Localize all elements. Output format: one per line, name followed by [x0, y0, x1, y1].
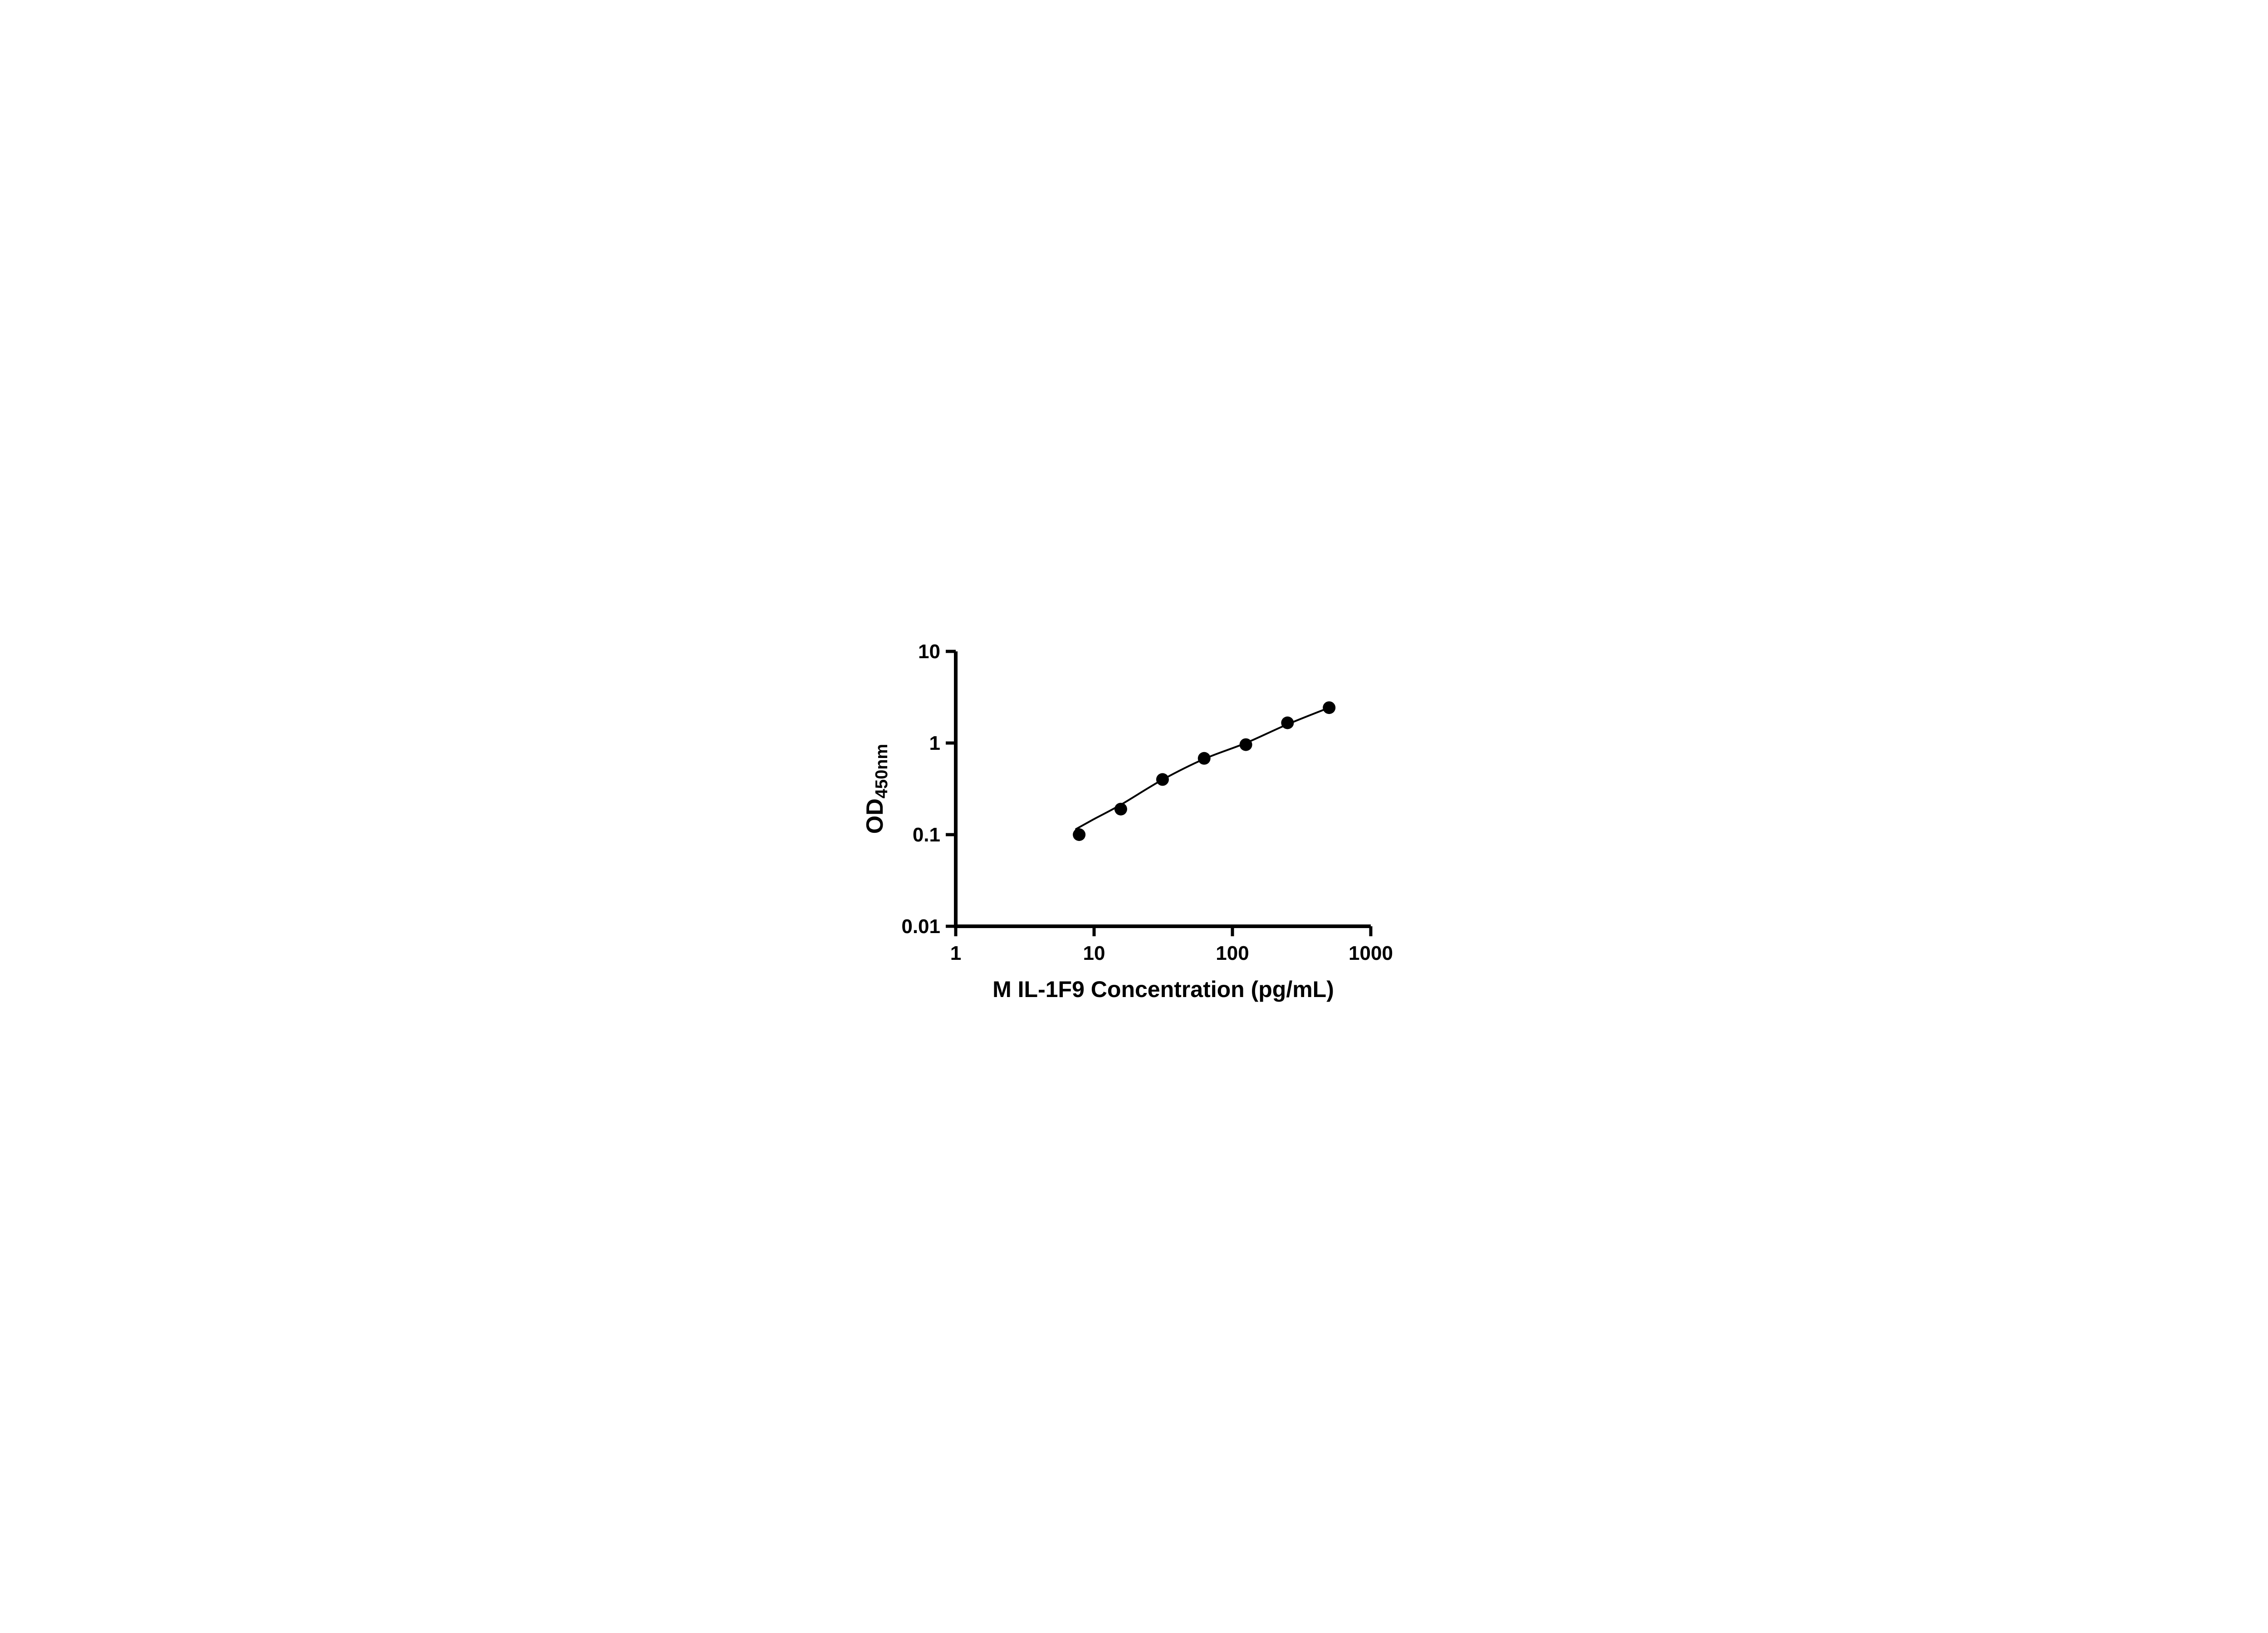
y-tick-label: 10: [918, 640, 940, 663]
x-tick-label: 100: [1216, 942, 1249, 964]
data-point: [1156, 773, 1169, 786]
data-point: [1322, 701, 1335, 714]
y-tick-label: 0.01: [901, 915, 940, 938]
data-point: [1198, 752, 1211, 765]
y-axis-title: OD450nm: [862, 744, 891, 834]
y-tick-label: 1: [929, 732, 940, 754]
data-point: [1281, 716, 1294, 729]
standard-curve-figure: 1 10 100 1000 0.01 0.1 1 10 M IL-1F9 Concentrati…: [842, 612, 1426, 1021]
data-point: [1239, 738, 1252, 751]
x-axis-title: M IL-1F9 Concentration (pg/mL): [992, 977, 1334, 1002]
standard-curve-chart: 1 10 100 1000 0.01 0.1 1 10 M IL-1F9 Concentrati…: [862, 640, 1393, 1002]
x-tick-label: 1: [950, 942, 961, 964]
axes-frame: [953, 651, 1371, 928]
data-point: [1114, 802, 1127, 816]
y-tick-label: 0.1: [912, 824, 940, 846]
data-point: [1072, 828, 1085, 841]
x-tick-label: 10: [1083, 942, 1105, 964]
x-tick-label: 1000: [1349, 942, 1393, 964]
